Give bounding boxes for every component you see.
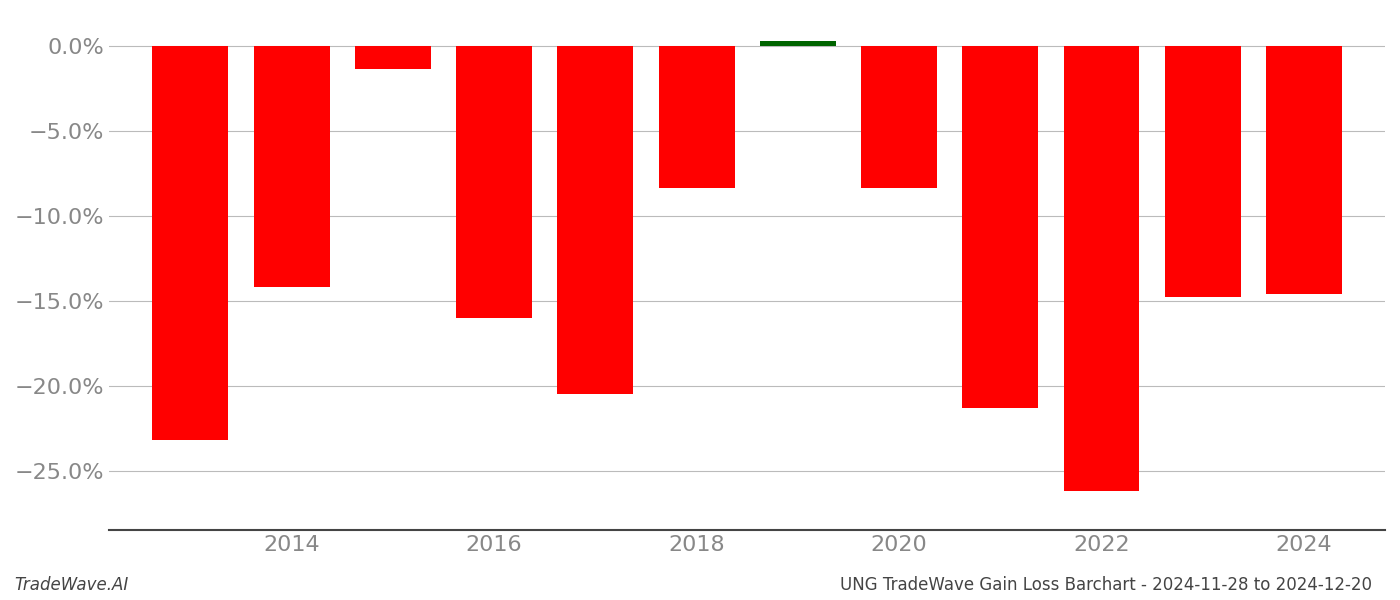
Bar <box>354 46 431 70</box>
Bar <box>456 46 532 317</box>
Bar <box>658 46 735 188</box>
Bar <box>962 46 1039 408</box>
Bar <box>760 41 836 46</box>
Text: UNG TradeWave Gain Loss Barchart - 2024-11-28 to 2024-12-20: UNG TradeWave Gain Loss Barchart - 2024-… <box>840 576 1372 594</box>
Bar <box>1165 46 1240 297</box>
Bar <box>153 46 228 440</box>
Bar <box>557 46 633 394</box>
Bar <box>1064 46 1140 491</box>
Bar <box>1266 46 1343 294</box>
Bar <box>861 46 937 188</box>
Text: TradeWave.AI: TradeWave.AI <box>14 576 129 594</box>
Bar <box>253 46 329 287</box>
